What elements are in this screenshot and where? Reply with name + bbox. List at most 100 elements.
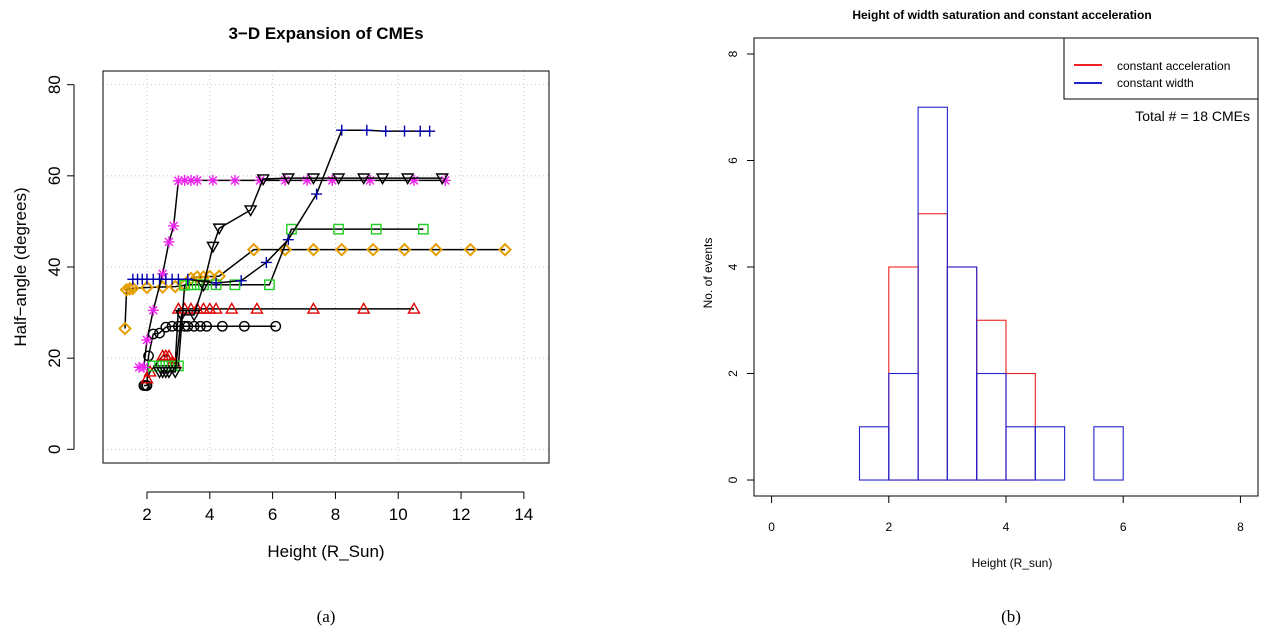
data-point xyxy=(311,188,323,200)
x-tick-label: 2 xyxy=(885,520,892,534)
histogram-bar xyxy=(1034,426,1066,481)
data-point xyxy=(160,321,172,333)
data-point xyxy=(179,279,191,291)
y-tick-label: 8 xyxy=(726,50,740,57)
data-point xyxy=(375,173,390,186)
series-asterisk xyxy=(133,174,451,373)
data-point xyxy=(201,320,213,332)
data-point xyxy=(174,310,189,322)
data-point xyxy=(147,304,159,316)
data-point xyxy=(326,174,338,186)
data-point xyxy=(366,242,381,257)
data-point xyxy=(356,302,371,314)
data-point xyxy=(278,242,293,257)
data-point xyxy=(439,174,451,186)
data-point xyxy=(206,241,220,254)
data-point xyxy=(191,174,203,186)
y-tick-label: 0 xyxy=(45,445,64,454)
histogram-bar xyxy=(888,372,919,481)
data-point xyxy=(229,174,241,186)
data-point xyxy=(400,173,415,186)
x-tick-label: 4 xyxy=(1003,520,1010,534)
y-axis: 0 20 40 60 80 xyxy=(45,75,75,454)
series-line xyxy=(139,179,446,369)
data-point xyxy=(408,174,420,186)
data-point xyxy=(165,355,179,368)
data-point xyxy=(243,205,258,217)
data-point xyxy=(118,321,132,336)
x-tick-label: 14 xyxy=(514,505,533,524)
data-point xyxy=(331,173,346,186)
data-point xyxy=(417,223,429,235)
data-point xyxy=(229,279,241,291)
series-triangle-down xyxy=(152,173,449,379)
histogram-bar xyxy=(1005,426,1036,481)
x-tick-label: 12 xyxy=(452,505,471,524)
y-tick-label: 40 xyxy=(45,258,64,277)
data-point xyxy=(179,174,191,186)
histogram-bar xyxy=(946,266,978,481)
histogram-bar xyxy=(976,319,1007,481)
x-tick-label: 4 xyxy=(205,505,214,524)
data-point xyxy=(141,380,153,391)
data-point xyxy=(154,327,165,339)
chart-title: Height of width saturation and constant … xyxy=(852,8,1151,22)
data-point xyxy=(301,174,313,186)
series-line xyxy=(124,248,506,329)
data-point xyxy=(138,361,150,373)
data-point xyxy=(333,223,344,235)
x-tick-label: 6 xyxy=(268,505,277,524)
data-point xyxy=(238,320,250,332)
histogram-bar xyxy=(946,266,978,481)
data-point xyxy=(281,173,296,186)
data-point xyxy=(306,302,321,314)
data-point xyxy=(125,281,140,296)
data-point xyxy=(250,302,264,314)
y-tick-label: 0 xyxy=(726,476,740,483)
data-point xyxy=(182,320,194,332)
y-tick-label: 80 xyxy=(45,75,64,94)
data-point xyxy=(463,242,478,257)
data-point xyxy=(260,256,272,268)
data-point xyxy=(399,125,411,137)
data-point xyxy=(498,242,512,257)
data-point xyxy=(209,302,223,314)
x-tick-label: 8 xyxy=(331,505,340,524)
y-axis-label: No. of events xyxy=(701,238,715,309)
histogram-bar xyxy=(858,426,890,481)
y-tick-label: 2 xyxy=(726,370,740,377)
data-point xyxy=(282,234,294,246)
x-tick-label: 6 xyxy=(1120,520,1127,534)
data-point xyxy=(168,367,182,379)
data-point xyxy=(187,310,201,322)
series-line xyxy=(146,308,414,379)
data-point xyxy=(210,277,222,289)
data-point xyxy=(364,174,376,186)
data-point xyxy=(140,280,154,295)
data-point xyxy=(246,242,261,257)
data-point xyxy=(334,242,349,257)
chart-title: 3−D Expansion of CMEs xyxy=(228,24,423,43)
x-axis-label: Height (R_sun) xyxy=(972,556,1053,570)
histogram-bar xyxy=(917,106,948,481)
x-axis: 2 4 6 8 10 12 14 xyxy=(142,491,533,524)
data-point xyxy=(424,125,436,137)
data-point xyxy=(172,273,184,285)
bars-layer xyxy=(858,106,1124,481)
height-histogram-chart: 0 2 4 6 8 0 2 4 6 8 Height of width saturation a… xyxy=(701,8,1259,626)
x-axis-label: Height (R_Sun) xyxy=(267,542,384,561)
legend-box xyxy=(1063,37,1259,100)
x-axis: 0 2 4 6 8 xyxy=(768,495,1244,534)
data-point xyxy=(163,236,175,248)
data-point xyxy=(264,279,275,291)
data-point xyxy=(256,174,270,186)
legend-label-acceleration: constant acceleration xyxy=(1117,59,1230,73)
data-point xyxy=(225,302,239,314)
data-point xyxy=(212,269,227,284)
y-tick-label: 60 xyxy=(45,166,64,185)
caption-b: (b) xyxy=(1001,607,1021,626)
x-tick-label: 10 xyxy=(389,505,408,524)
data-point xyxy=(122,281,137,296)
data-point xyxy=(397,242,412,257)
